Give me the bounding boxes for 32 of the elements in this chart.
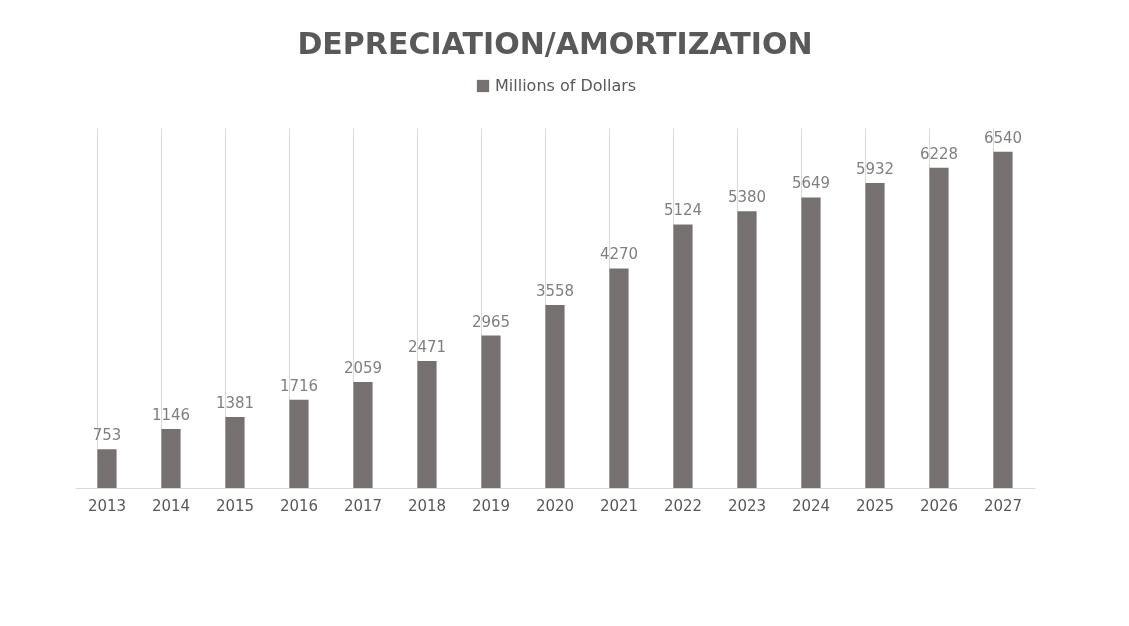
data-label: 6228 xyxy=(919,144,959,163)
x-tick-label: 2023 xyxy=(727,496,767,515)
data-label: 5932 xyxy=(855,159,895,178)
x-tick-label: 2019 xyxy=(471,496,511,515)
data-label: 4270 xyxy=(599,245,639,264)
chart-title: DEPRECIATION/AMORTIZATION xyxy=(297,26,813,61)
data-label: 6540 xyxy=(983,128,1023,147)
x-tick-label: 2018 xyxy=(407,496,447,515)
x-tick-label: 2013 xyxy=(87,496,127,515)
x-tick-label: 2025 xyxy=(855,496,895,515)
x-tick-label: 2022 xyxy=(663,496,703,515)
data-label: 1146 xyxy=(151,406,191,425)
data-label: 3558 xyxy=(535,282,575,301)
data-label: 5380 xyxy=(727,188,767,207)
x-tick-label: 2027 xyxy=(983,496,1023,515)
data-label: 2471 xyxy=(407,337,447,356)
x-tick-label: 2017 xyxy=(343,496,383,515)
data-label: 753 xyxy=(92,426,122,445)
data-label: 5124 xyxy=(663,201,703,220)
data-label: 2965 xyxy=(471,312,511,331)
x-tick-label: 2020 xyxy=(535,496,575,515)
x-tick-label: 2016 xyxy=(279,496,319,515)
legend-label: Millions of Dollars xyxy=(495,76,637,95)
x-tick-label: 2015 xyxy=(215,496,255,515)
x-tick-label: 2021 xyxy=(599,496,639,515)
data-label: 1381 xyxy=(215,393,255,412)
x-tick-label: 2014 xyxy=(151,496,191,515)
data-label: 1716 xyxy=(279,376,319,395)
x-tick-label: 2024 xyxy=(791,496,831,515)
x-tick-label: 2026 xyxy=(919,496,959,515)
data-label: 2059 xyxy=(343,359,383,378)
data-label: 5649 xyxy=(791,174,831,193)
